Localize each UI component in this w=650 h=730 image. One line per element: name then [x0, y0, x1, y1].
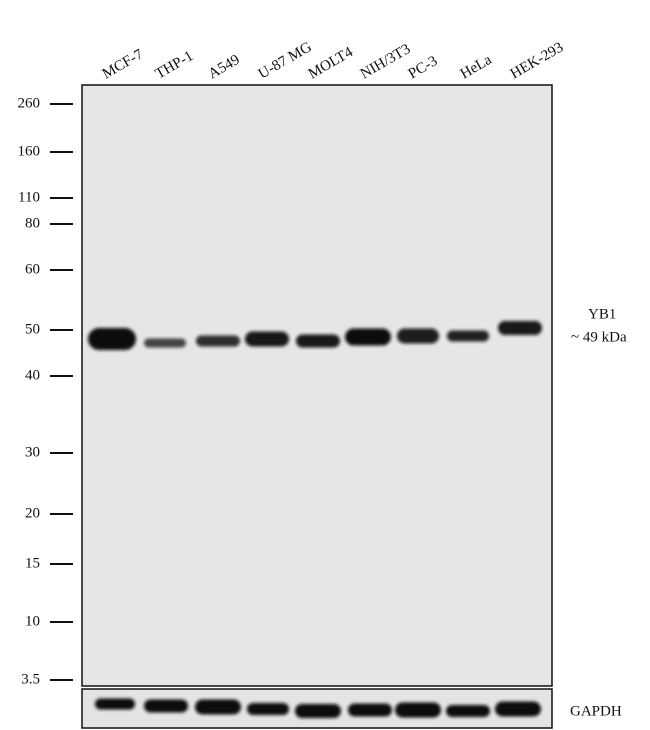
- lane-label: A549: [206, 52, 243, 83]
- lane-label: PC-3: [406, 53, 441, 82]
- yb1-band: [88, 328, 136, 350]
- marker-label: 260: [18, 95, 41, 111]
- yb1-band: [144, 338, 186, 348]
- marker-label: 15: [25, 555, 40, 571]
- lane-label: HeLa: [458, 52, 495, 83]
- target-name: YB1: [588, 306, 616, 322]
- yb1-band: [296, 334, 340, 348]
- lane-label: NIH/3T3: [358, 41, 414, 82]
- yb1-band: [397, 328, 439, 344]
- marker-label: 50: [25, 321, 40, 337]
- yb1-band: [345, 328, 391, 346]
- marker-label: 30: [25, 444, 40, 460]
- marker-label: 20: [25, 505, 40, 521]
- marker-label: 40: [25, 367, 40, 383]
- blot-panel: [81, 84, 553, 687]
- lane-label: U-87 MG: [256, 39, 315, 82]
- marker-label: 3.5: [21, 671, 40, 687]
- marker-label: 10: [25, 613, 40, 629]
- gapdh-band: [495, 701, 541, 717]
- gapdh-band: [195, 699, 241, 715]
- yb1-band: [447, 330, 489, 342]
- gapdh-band: [247, 703, 289, 715]
- lane-label: HEK-293: [508, 39, 567, 82]
- lane-label: THP-1: [153, 48, 196, 82]
- yb1-band: [196, 335, 240, 347]
- marker-label: 60: [25, 261, 40, 277]
- target-size: ~ 49 kDa: [571, 329, 627, 345]
- bands: [88, 321, 542, 718]
- gapdh-band: [446, 705, 490, 717]
- gapdh-band: [95, 698, 135, 710]
- yb1-band: [498, 321, 542, 335]
- gapdh-band: [295, 704, 341, 718]
- lane-label: MCF-7: [100, 46, 147, 82]
- loading-control-label: GAPDH: [570, 703, 622, 719]
- yb1-band: [245, 331, 289, 347]
- marker-label: 80: [25, 215, 40, 231]
- lane-label: MOLT4: [306, 44, 357, 82]
- marker-label: 110: [18, 189, 40, 205]
- marker-label: 160: [18, 143, 41, 159]
- gapdh-band: [395, 702, 441, 718]
- gapdh-band: [144, 699, 188, 713]
- gapdh-band: [348, 703, 392, 717]
